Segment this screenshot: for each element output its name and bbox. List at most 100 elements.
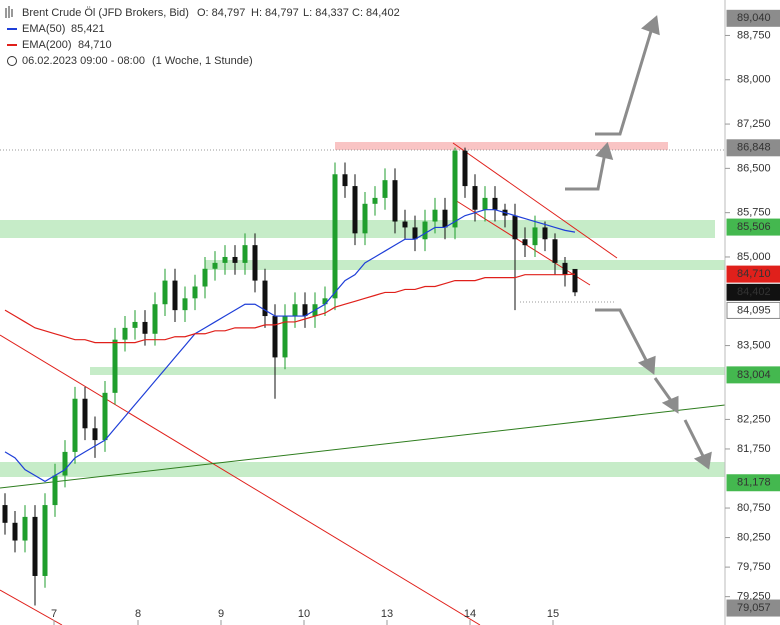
y-tick-label: 85,000 — [737, 251, 771, 263]
candle-body — [392, 180, 398, 222]
candle-body — [562, 262, 568, 275]
trend-line — [0, 589, 63, 625]
title: Brent Crude Öl (JFD Brokers, Bid) — [22, 7, 189, 19]
trend-line — [0, 334, 481, 625]
candle-body — [422, 221, 428, 240]
candle-body — [542, 227, 548, 240]
candle-body — [222, 256, 228, 263]
header-bg — [0, 0, 360, 70]
candle-body — [442, 209, 448, 228]
arrow — [595, 308, 649, 363]
candle-body — [12, 522, 18, 541]
x-tick-label: 9 — [218, 608, 224, 620]
y-tick-label: 88,750 — [737, 29, 771, 41]
period: (1 Woche, 1 Stunde) — [152, 55, 253, 67]
y-tick-label: 85,750 — [737, 207, 771, 219]
ohlc-high: H: 84,797 — [251, 7, 299, 19]
candle-body — [182, 298, 188, 311]
channel-line — [452, 142, 618, 259]
x-tick-label: 13 — [381, 608, 393, 620]
trend-line — [0, 404, 726, 489]
plot — [2, 147, 578, 606]
price-tag-label: 85,506 — [737, 221, 771, 233]
ohlc-low: L: 84,337 — [303, 7, 349, 19]
drawings — [0, 142, 726, 625]
price-tag-label: 89,040 — [737, 12, 771, 24]
arrow-head — [641, 15, 660, 36]
candle-body — [292, 304, 298, 317]
price-tag-label: 81,178 — [737, 477, 771, 489]
candle-body — [302, 304, 308, 317]
y-tick-label: 79,750 — [737, 561, 771, 573]
ema-line — [4, 209, 576, 483]
y-tick-label: 83,500 — [737, 339, 771, 351]
candle-body — [142, 321, 148, 334]
candle-body — [132, 321, 138, 328]
price-tag — [726, 265, 780, 283]
candle-body — [532, 227, 538, 246]
candle-body — [152, 304, 158, 334]
candle-body — [332, 174, 338, 299]
candle-body — [452, 150, 458, 228]
x-tick-label: 15 — [547, 608, 559, 620]
candle-body — [462, 150, 468, 187]
candle-body — [232, 256, 238, 263]
candle-body — [192, 286, 198, 299]
candle-body — [92, 428, 98, 441]
candle-body — [472, 186, 478, 210]
zone — [205, 260, 725, 270]
arrow-head — [637, 355, 656, 375]
candle-body — [72, 398, 78, 452]
price-tag — [726, 599, 780, 617]
arrow — [565, 152, 607, 191]
zone — [335, 142, 668, 150]
candle-body — [122, 327, 128, 340]
price-tag-label: 86,848 — [737, 142, 771, 154]
candle-body — [22, 516, 28, 541]
candle-body — [112, 339, 118, 393]
x-tick-label: 10 — [298, 608, 310, 620]
candle-body — [402, 221, 408, 228]
y-tick-label: 81,750 — [737, 443, 771, 455]
y-axis: 88,750 88,000 87,250 86,500 85,750 85,000 83,5… — [51, 9, 780, 625]
header: Brent Crude Öl (JFD Brokers, Bid) O: 84,… — [0, 0, 400, 70]
zone — [0, 462, 725, 477]
y-tick-label: 88,000 — [737, 74, 771, 86]
candle-body — [382, 180, 388, 198]
candle-body — [362, 203, 368, 234]
candle-body — [52, 475, 58, 506]
y-tick-label: 86,500 — [737, 162, 771, 174]
arrow-head — [661, 395, 679, 414]
candle-body — [242, 245, 248, 263]
candle-body — [432, 209, 438, 222]
zone — [90, 367, 725, 375]
y-tick-label: 80,250 — [737, 531, 771, 543]
candle-body — [202, 268, 208, 287]
ohlc-close: C: 84,402 — [352, 7, 400, 19]
candle-body — [572, 268, 578, 293]
price-tag-label: 79,057 — [737, 602, 771, 614]
icon — [5, 6, 13, 18]
candle-body — [262, 280, 268, 317]
price-tag — [726, 283, 780, 301]
candle-body — [522, 239, 528, 246]
candle-body — [102, 392, 108, 441]
candle-body — [2, 505, 8, 523]
legend-label: EMA(50) — [22, 23, 65, 35]
candle-body — [172, 280, 178, 311]
price-tag-label: 84,710 — [737, 268, 771, 280]
candle-body — [282, 316, 288, 358]
price-tag-label: 84,402 — [737, 286, 771, 298]
arrow-head — [693, 451, 712, 470]
candle-body — [32, 516, 38, 576]
x-tick-label: 14 — [464, 608, 476, 620]
clock-icon — [7, 56, 17, 66]
arrow — [595, 27, 654, 136]
price-tag-label: 83,004 — [737, 369, 771, 381]
price-tag-label: 84,095 — [737, 304, 771, 316]
y-tick-label: 82,250 — [737, 413, 771, 425]
arrows — [565, 15, 712, 470]
ohlc-open: O: 84,797 — [197, 7, 245, 19]
